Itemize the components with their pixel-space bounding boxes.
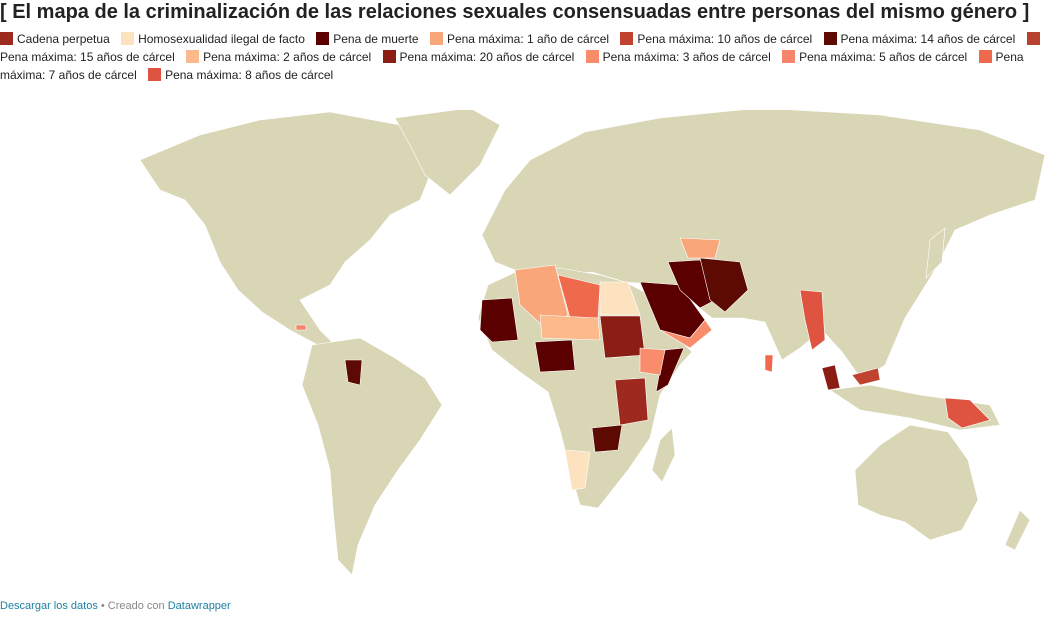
legend-label: Homosexualidad ilegal de facto xyxy=(138,32,305,46)
legend-label: Pena de muerte xyxy=(333,32,419,46)
legend-item: Cadena perpetua xyxy=(0,32,110,46)
yemen-oman xyxy=(659,319,713,349)
legend-label: Pena máxima: 3 años de cárcel xyxy=(602,50,771,64)
world-map xyxy=(139,110,1046,576)
legend-label: Pena máxima: 8 años de cárcel xyxy=(165,68,334,82)
sri-lanka xyxy=(764,354,774,373)
legend-swatch xyxy=(0,32,13,45)
papua-new-guinea xyxy=(944,397,991,429)
legend-swatch xyxy=(186,50,200,63)
legend-item: Homosexualidad ilegal de facto xyxy=(121,32,305,46)
download-link[interactable]: Descargar los datos xyxy=(0,600,98,612)
legend-swatch xyxy=(121,32,135,45)
legend-label: Pena máxima: 2 años de cárcel xyxy=(203,50,372,64)
legend-item: Pena de muerte xyxy=(316,32,419,46)
land xyxy=(139,110,1046,576)
egypt xyxy=(599,281,641,316)
legend-swatch xyxy=(585,50,599,63)
legend-swatch xyxy=(382,50,396,63)
legend-swatch xyxy=(782,50,796,63)
chad-niger xyxy=(539,314,601,341)
legend-item: Pena máxima: 5 años de cárcel xyxy=(782,50,967,64)
footer-text: • Creado con xyxy=(100,600,165,612)
legend-label: Pena máxima: 7 años de cárcel xyxy=(0,50,1024,82)
jamaica xyxy=(295,324,307,331)
legend-label: Pena máxima: 1 año de cárcel xyxy=(446,32,610,46)
borneo-malaysia xyxy=(851,367,881,386)
legend: Cadena perpetua Homosexualidad ilegal de… xyxy=(0,30,1061,84)
greenland xyxy=(394,110,501,196)
australia xyxy=(854,424,979,541)
new-zealand xyxy=(1004,509,1031,551)
legend-swatch xyxy=(429,32,443,45)
madagascar xyxy=(651,427,676,483)
turkmenistan xyxy=(679,237,721,259)
malaysia xyxy=(821,364,841,391)
legend-item: Pena máxima: 1 año de cárcel xyxy=(429,32,610,46)
legend-item: Pena máxima: 15 años de cárcel xyxy=(0,32,1044,64)
legend-label: Pena máxima: 10 años de cárcel xyxy=(637,32,813,46)
namibia xyxy=(564,449,591,491)
legend-label: Pena máxima: 14 años de cárcel xyxy=(840,32,1016,46)
guyana xyxy=(344,359,363,386)
legend-item: Pena máxima: 2 años de cárcel xyxy=(186,50,371,64)
legend-swatch xyxy=(978,50,992,63)
legend-label: Pena máxima: 5 años de cárcel xyxy=(799,50,968,64)
legend-item: Pena máxima: 20 años de cárcel xyxy=(382,50,575,64)
afghanistan-pakistan xyxy=(699,257,749,313)
legend-item: Pena máxima: 7 años de cárcel xyxy=(0,50,1024,82)
footer: Descargar los datos • Creado con Datawra… xyxy=(0,600,231,612)
legend-swatch xyxy=(1026,32,1040,45)
legend-label: Pena máxima: 15 años de cárcel xyxy=(0,50,175,64)
criminalizing-countries xyxy=(295,237,991,491)
legend-swatch xyxy=(316,32,330,45)
legend-swatch xyxy=(620,32,634,45)
nigeria xyxy=(534,339,576,373)
mauritania xyxy=(479,297,519,343)
legend-item: Pena máxima: 10 años de cárcel xyxy=(620,32,812,46)
legend-item: Pena máxima: 14 años de cárcel xyxy=(823,32,1016,46)
title: [ El mapa de la criminalización de las r… xyxy=(0,1,1030,23)
legend-item: Pena máxima: 8 años de cárcel xyxy=(148,68,333,82)
legend-label: Cadena perpetua xyxy=(17,32,110,46)
ethiopia xyxy=(639,347,666,376)
japan xyxy=(925,227,946,279)
sudan xyxy=(599,315,646,359)
south-america xyxy=(301,337,443,576)
legend-item: Pena máxima: 3 años de cárcel xyxy=(585,50,771,64)
datawrapper-link[interactable]: Datawrapper xyxy=(167,600,231,612)
tanzania-uganda xyxy=(614,377,649,426)
legend-swatch xyxy=(823,32,837,45)
legend-swatch xyxy=(148,68,162,81)
myanmar xyxy=(799,289,826,351)
zambia xyxy=(591,424,623,453)
north-america xyxy=(139,111,441,351)
legend-label: Pena máxima: 20 años de cárcel xyxy=(399,50,575,64)
